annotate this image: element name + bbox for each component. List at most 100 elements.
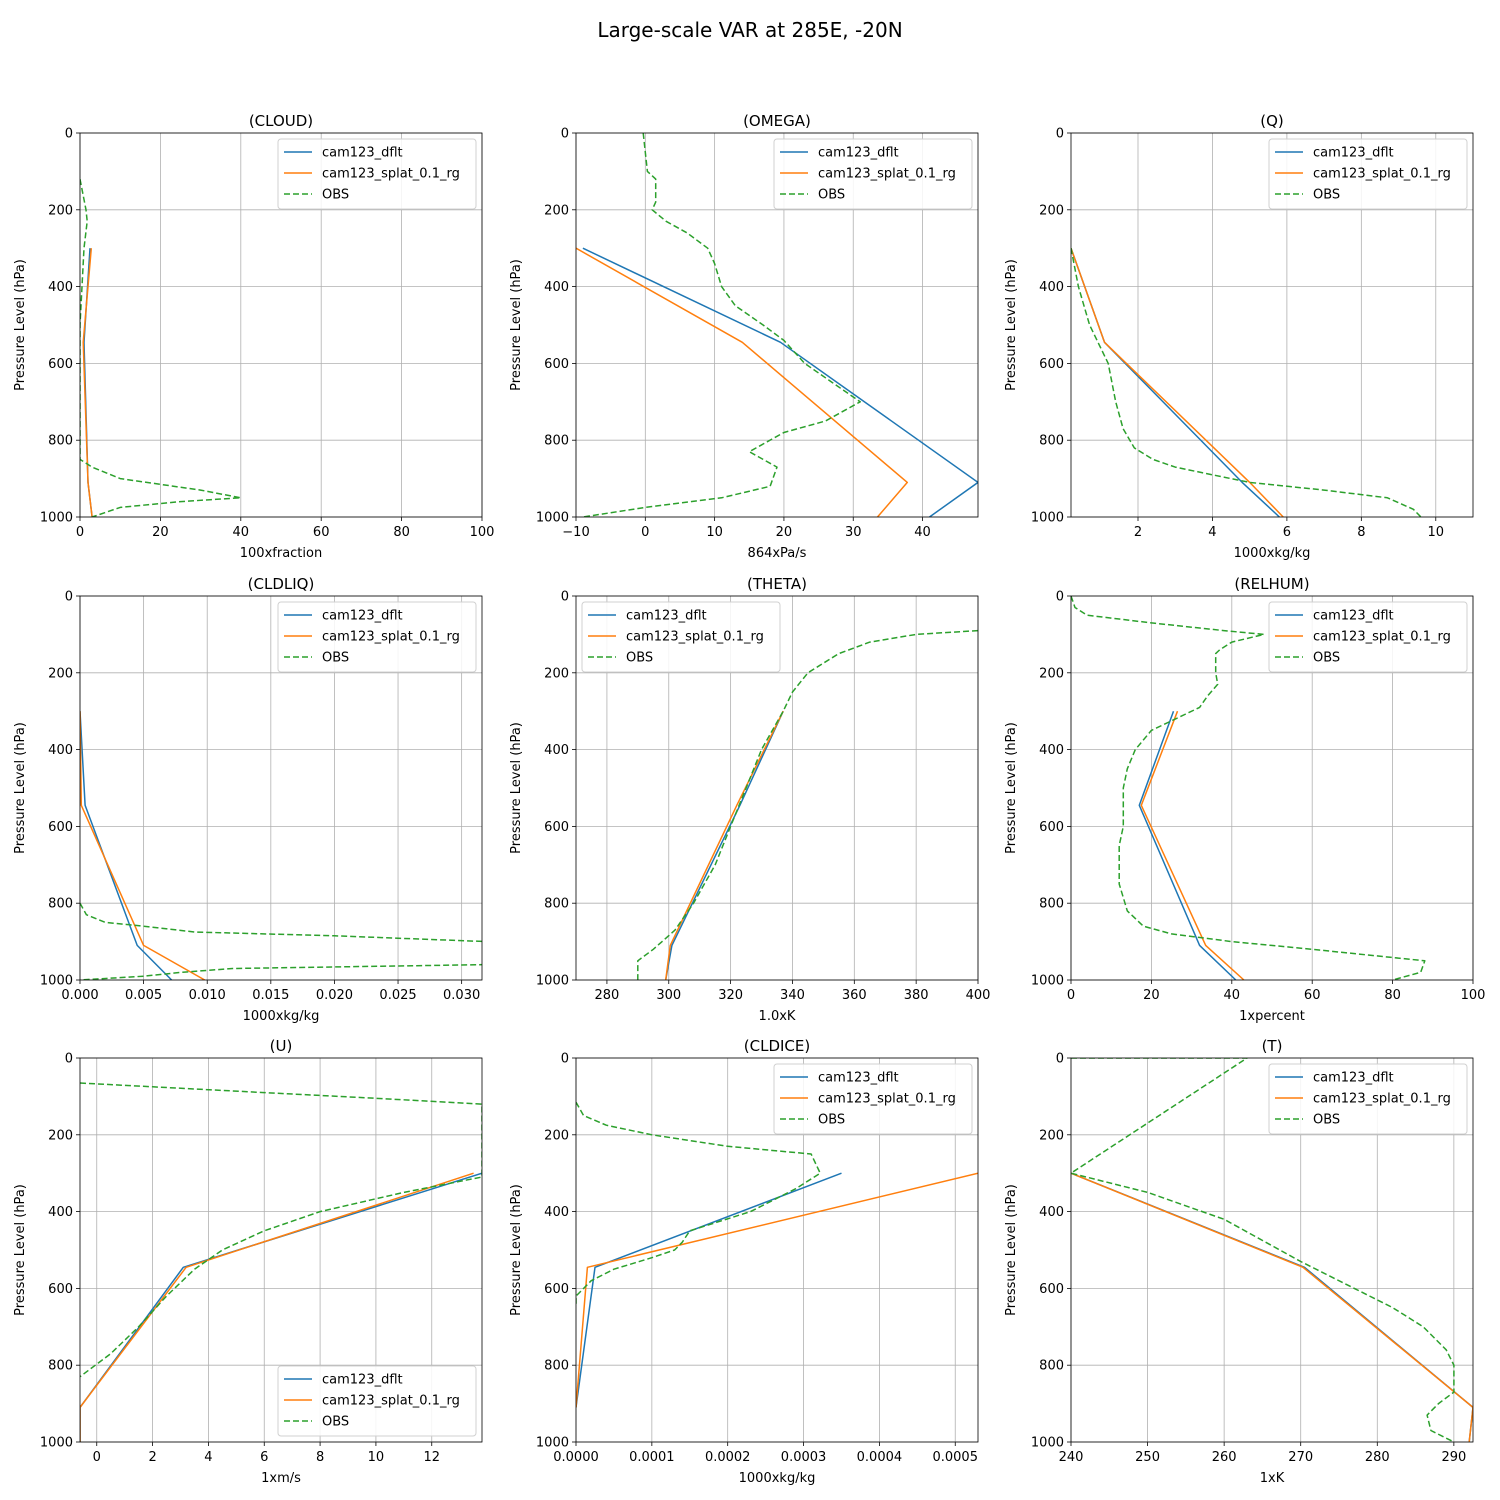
legend: cam123_dflt cam123_splat_0.1_rg OBS (773, 1063, 973, 1135)
legend-label: OBS (322, 188, 349, 203)
legend-label: cam123_splat_0.1_rg (1313, 167, 1451, 182)
series-line-model1 (80, 711, 173, 980)
series-group (576, 1101, 978, 1408)
panel-title: (Q) (1260, 112, 1284, 130)
y-tick-label: 400 (48, 1205, 73, 1220)
y-tick-label: 400 (1039, 743, 1064, 758)
series-line-model2 (80, 711, 206, 980)
legend-label: cam123_splat_0.1_rg (818, 1092, 956, 1107)
legend-box (277, 1365, 477, 1437)
x-axis-label: 864xPa/s (748, 546, 807, 561)
x-tick-label: 2 (148, 1450, 156, 1465)
x-tick-label: 6 (1283, 525, 1291, 540)
axes-frame (1070, 132, 1474, 518)
legend-label: cam123_splat_0.1_rg (322, 630, 460, 645)
legend-box (1268, 1063, 1468, 1135)
legend-label: OBS (626, 651, 653, 666)
chart-panel-2: 2 4 6 8 10 0 200 400 600 800 1000 (Q) 1000xkg/kg Pres… (1004, 112, 1474, 561)
y-tick-label: 600 (1039, 357, 1064, 372)
series-group (576, 133, 978, 517)
legend-label: cam123_splat_0.1_rg (1313, 630, 1451, 645)
panel-title: (OMEGA) (743, 112, 811, 130)
series-line-obs (1071, 1058, 1455, 1442)
x-tick-label: 8 (1357, 525, 1365, 540)
y-tick-label: 200 (544, 1128, 569, 1143)
chart-panel-1: −10 0 10 20 30 4002004006008001000(OMEGA)864x… (509, 112, 979, 561)
y-tick-label: 1000 (40, 974, 73, 989)
y-tick-label: 400 (544, 1205, 569, 1220)
x-tick-label: 12 (423, 1450, 440, 1465)
series-group (1071, 596, 1426, 980)
x-tick-label: 260 (1212, 1450, 1237, 1465)
series-line-model1 (664, 710, 784, 980)
legend-label: cam123_dflt (1313, 1071, 1394, 1086)
legend-box (581, 601, 781, 673)
x-tick-label: 0.010 (189, 988, 226, 1003)
series-line-model1 (1138, 710, 1237, 980)
y-tick-label: 1000 (1031, 511, 1064, 526)
y-tick-label: 800 (544, 897, 569, 912)
panel-title: (CLOUD) (249, 112, 313, 130)
series-group (80, 178, 242, 517)
y-tick-label: 800 (48, 897, 73, 912)
x-tick-label: 60 (313, 525, 330, 540)
legend: cam123_dflt cam123_splat_0.1_rg OBS (1268, 138, 1468, 210)
axes-frame (79, 1057, 483, 1443)
legend-label: cam123_splat_0.1_rg (322, 167, 460, 182)
x-tick-label: 300 (656, 988, 681, 1003)
y-axis-label: Pressure Level (hPa) (1004, 1184, 1019, 1316)
series-line-model2 (1071, 1172, 1473, 1442)
x-tick-label: 280 (1365, 1450, 1390, 1465)
series-line-obs (1071, 248, 1422, 517)
x-tick-label: 10 (368, 1450, 385, 1465)
y-axis-label: Pressure Level (hPa) (1004, 259, 1019, 391)
y-tick-label: 0 (1056, 127, 1064, 142)
y-tick-label: 400 (544, 280, 569, 295)
legend-label: OBS (1313, 1113, 1340, 1128)
panels: 0 20 40 60 80 10002004006008001000(CLOUD)100x… (13, 112, 1485, 1486)
x-axis-label: 100xfraction (240, 546, 322, 561)
legend: cam123_dflt cam123_splat_0.1_rg OBS (773, 138, 973, 210)
y-axis-label: Pressure Level (hPa) (13, 1184, 28, 1316)
x-tick-label: 0 (93, 1450, 101, 1465)
legend-box (773, 138, 973, 210)
y-tick-label: 1000 (1031, 1436, 1064, 1451)
legend-label: cam123_dflt (322, 146, 403, 161)
x-tick-label: 250 (1135, 1450, 1160, 1465)
y-tick-label: 600 (48, 820, 73, 835)
y-tick-label: 0 (561, 1052, 569, 1067)
legend-label: OBS (818, 188, 845, 203)
panel-title: (RELHUM) (1234, 575, 1309, 593)
x-axis-label: 1.0xK (759, 1009, 796, 1024)
panel-title: (THETA) (747, 575, 807, 593)
x-tick-label: 280 (595, 988, 620, 1003)
chart-panel-7: 0.0000 0.0001 0.0002 0.0003 0.0004 0.0005 0 200… (509, 1037, 979, 1486)
x-tick-label: 80 (1384, 988, 1401, 1003)
y-tick-label: 200 (1039, 1128, 1064, 1143)
y-tick-label: 200 (1039, 666, 1064, 681)
y-tick-label: 600 (48, 357, 73, 372)
legend: cam123_dflt cam123_splat_0.1_rg OBS (277, 601, 477, 673)
axes-frame (575, 132, 979, 518)
y-tick-label: 1000 (536, 974, 569, 989)
legend-label: cam123_splat_0.1_rg (322, 1394, 460, 1409)
x-tick-label: −10 (562, 525, 589, 540)
series-line-model2 (576, 247, 909, 517)
legend-label: cam123_dflt (626, 609, 707, 624)
legend-box (1268, 601, 1468, 673)
x-tick-label: 400 (966, 988, 991, 1003)
y-axis-label: Pressure Level (hPa) (509, 722, 524, 854)
y-tick-label: 600 (1039, 820, 1064, 835)
x-tick-label: 0.015 (252, 988, 289, 1003)
series-line-obs (80, 902, 482, 980)
series-group (637, 629, 978, 980)
chart-panel-8: 240 250 260 270 280 290 0 200 400 600 800 1000 (T) 1x… (1004, 1037, 1474, 1486)
x-tick-label: 2 (1134, 525, 1142, 540)
x-tick-label: 0.0005 (932, 1450, 978, 1465)
x-tick-label: 0 (1067, 988, 1075, 1003)
figure-title: Large-scale VAR at 285E, -20N (597, 18, 902, 42)
y-axis-label: Pressure Level (hPa) (13, 722, 28, 854)
series-line-obs (1071, 596, 1426, 980)
x-tick-label: 80 (393, 525, 410, 540)
